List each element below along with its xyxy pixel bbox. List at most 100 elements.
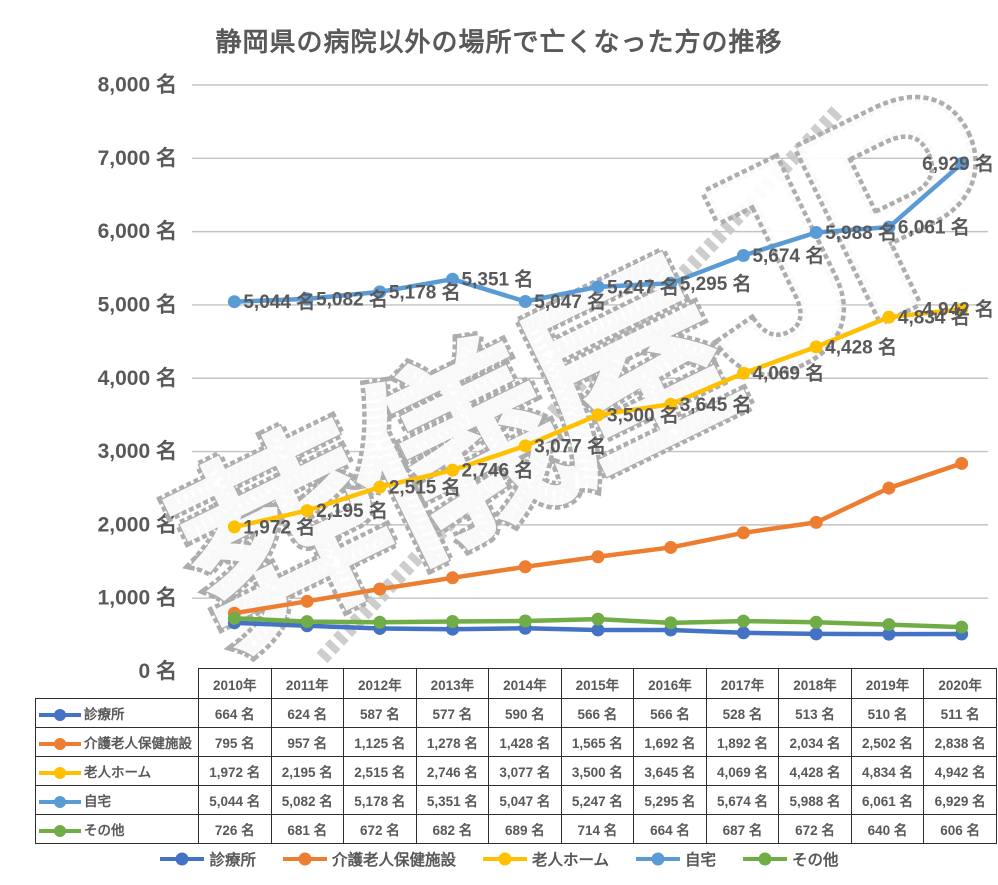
value-cell: 3,645 名 (633, 756, 707, 786)
y-tick-label: 1,000 名 (98, 586, 177, 610)
value-cell: 4,428 名 (778, 756, 852, 786)
data-label: 3,077 名 (534, 434, 606, 457)
series-key-icon (482, 852, 527, 866)
data-point-marker (373, 615, 387, 629)
data-label: 2,195 名 (316, 499, 388, 522)
data-point-marker (518, 560, 532, 574)
data-label: 5,674 名 (752, 244, 824, 267)
value-cell: 2,195 名 (270, 756, 345, 786)
legend-item: 診療所 (159, 848, 256, 870)
series-key-icon (39, 825, 81, 838)
series-0 (227, 616, 969, 641)
series-name-cell: 診療所 (35, 698, 199, 728)
value-cell: 5,047 名 (488, 785, 562, 815)
value-cell: 2,502 名 (850, 727, 925, 757)
data-point-marker (300, 615, 314, 629)
value-cell: 5,044 名 (198, 785, 272, 815)
data-label: 6,929 名 (922, 152, 994, 175)
series-lines (227, 157, 969, 641)
value-cell: 606 名 (923, 814, 997, 844)
value-cell: 5,988 名 (778, 785, 852, 815)
series-key-icon (160, 852, 205, 866)
value-cell: 587 名 (343, 698, 417, 728)
data-point-marker (809, 340, 823, 354)
series-key-icon (743, 852, 788, 866)
data-point-marker (664, 623, 678, 637)
data-label: 2,746 名 (462, 459, 534, 482)
data-point-marker (446, 622, 460, 636)
series-name-cell: 老人ホーム (35, 756, 199, 786)
data-point-marker (227, 611, 241, 625)
data-point-marker (518, 294, 532, 308)
value-cell: 3,077 名 (488, 756, 562, 786)
table-row: 老人ホーム 1,972 名 2,195 名 2,515 名 2,746 名 3,077 名… (35, 756, 997, 786)
value-cell: 672 名 (778, 814, 852, 844)
data-point-marker (664, 616, 678, 630)
legend-label: 自宅 (685, 852, 717, 869)
value-cell: 5,178 名 (343, 785, 417, 815)
value-cell: 577 名 (415, 698, 490, 728)
value-cell: 795 名 (198, 727, 272, 757)
data-point-marker (300, 504, 314, 518)
series-name-cell: 自宅 (35, 785, 199, 815)
data-point-marker (446, 272, 460, 286)
data-point-marker (736, 366, 750, 380)
value-cell: 672 名 (343, 814, 417, 844)
data-label: 5,044 名 (243, 290, 315, 313)
data-label: 5,047 名 (534, 290, 606, 313)
series-key-icon (39, 767, 81, 780)
series-line (232, 161, 964, 304)
data-label: 5,178 名 (389, 280, 461, 303)
data-point-marker (955, 302, 969, 316)
data-point-marker (227, 295, 241, 309)
value-cell: 513 名 (778, 698, 852, 728)
year-header-cell: 2016年 (633, 668, 707, 699)
series-name-cell: その他 (35, 814, 199, 844)
series-1 (227, 456, 969, 620)
data-label: 4,942 名 (922, 298, 994, 321)
series-line (232, 620, 964, 637)
data-point-marker (736, 626, 750, 640)
legend-label: その他 (792, 852, 839, 869)
data-point-marker (955, 627, 969, 641)
data-point-marker (518, 614, 532, 628)
data-point-marker (591, 408, 605, 422)
data-point-marker (300, 594, 314, 608)
data-point-marker (518, 621, 532, 635)
data-label: 5,247 名 (607, 275, 679, 298)
data-table-body: 診療所 664 名 624 名 587 名 577 名 590 名 566 名 566 名 52… (35, 698, 997, 844)
data-label: 1,972 名 (243, 515, 315, 538)
year-header-cell: 2020年 (923, 668, 997, 699)
value-cell: 566 名 (560, 698, 635, 728)
series-name-label: 老人ホーム (84, 765, 152, 780)
data-label: 5,295 名 (680, 272, 752, 295)
data-point-marker (809, 515, 823, 529)
data-point-marker (664, 540, 678, 554)
value-cell: 6,929 名 (923, 785, 997, 815)
table-row: その他 726 名 681 名 672 名 682 名 689 名 714 名 664 名 68… (35, 814, 997, 844)
chart-legend: 診療所 介護老人保健施設 老人ホーム 自宅 その他 (0, 841, 998, 877)
data-point-marker (882, 618, 896, 632)
data-label: 4,834 名 (898, 306, 970, 329)
series-name-label: 診療所 (84, 707, 125, 722)
legend-label: 老人ホーム (531, 852, 610, 869)
series-name-label: その他 (84, 823, 125, 838)
data-label: 3,645 名 (680, 393, 752, 416)
y-tick-label: 3,000 名 (98, 439, 177, 463)
data-point-marker (882, 627, 896, 641)
data-label: 2,515 名 (389, 476, 461, 499)
value-cell: 726 名 (198, 814, 272, 844)
series-line (232, 461, 964, 616)
series-key-icon (39, 709, 81, 722)
value-cell: 714 名 (560, 814, 635, 844)
data-label: 5,351 名 (462, 268, 534, 291)
line-chart: 0 名1,000 名2,000 名3,000 名4,000 名5,000 名6,… (98, 20, 998, 692)
value-cell: 528 名 (705, 698, 780, 728)
value-cell: 4,069 名 (705, 756, 780, 786)
series-name-label: 介護老人保健施設 (84, 736, 192, 751)
table-row: 診療所 664 名 624 名 587 名 577 名 590 名 566 名 566 名 52… (35, 698, 997, 728)
data-point-marker (882, 310, 896, 324)
data-label: 4,428 名 (825, 335, 897, 358)
data-point-marker (809, 226, 823, 240)
year-header-cell: 2017年 (705, 668, 780, 699)
